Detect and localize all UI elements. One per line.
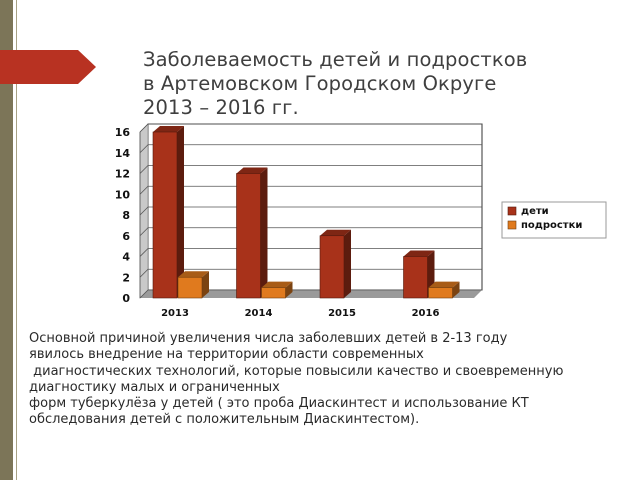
x-tick-label: 2016 (412, 308, 440, 319)
legend-label: дети (521, 206, 549, 217)
bar-side (452, 281, 460, 298)
left-accent-line (16, 0, 17, 480)
bar-top (236, 167, 268, 174)
legend-swatch (507, 220, 517, 230)
body-text-line: явилось внедрение на территории области … (29, 347, 424, 363)
bar (428, 287, 453, 299)
bar-chart: 0 2 4 6 8 10 12 14 16 2013 2014 2015 2016 дети подрост… (115, 123, 607, 319)
slide-title-line: 2013 – 2016 гг. (143, 96, 299, 119)
bar-top (320, 229, 351, 236)
bar (177, 276, 203, 299)
y-tick-label: 2 (122, 271, 130, 284)
y-gridline (139, 144, 482, 154)
bar (236, 173, 261, 299)
bar-top (153, 126, 184, 132)
bar-side (260, 167, 268, 298)
legend-swatch (507, 206, 517, 216)
y-tick-label: 10 (115, 188, 131, 201)
x-tick-label: 2014 (245, 308, 273, 319)
body-text: Основной причиной увеличения числа забол… (29, 331, 629, 429)
y-gridline (139, 248, 482, 257)
left-accent-bar (0, 0, 13, 480)
y-gridline (139, 123, 482, 133)
bar-top (403, 250, 435, 257)
y-gridline (139, 268, 482, 278)
y-gridline (139, 165, 482, 174)
slide-title-line: Заболеваемость детей и подростков (143, 48, 528, 71)
y-gridline (139, 185, 482, 195)
y-gridline (139, 206, 482, 216)
bar-top (428, 281, 460, 288)
y-tick-label: 0 (122, 292, 130, 305)
legend-label: подростки (521, 220, 582, 231)
slide-title: Заболеваемость детей и подростков в Арте… (143, 48, 613, 120)
body-text-line: диагностических технологий, которые повы… (29, 363, 564, 379)
bar-side (344, 229, 351, 298)
bar (319, 235, 345, 299)
y-tick-label: 6 (122, 230, 130, 243)
y-gridline (139, 289, 482, 299)
y-tick-label: 14 (115, 147, 131, 160)
slide-title-line: в Артемовском Городском Округе (143, 72, 497, 95)
y-tick-label: 4 (122, 251, 130, 264)
y-tick-label: 8 (122, 209, 130, 222)
bar-side (285, 281, 293, 298)
body-text-line: обследования детей с положительным Диаск… (29, 412, 420, 428)
bar-side (202, 271, 209, 298)
bar (152, 131, 178, 299)
bar-top (261, 281, 293, 288)
x-tick-label: 2015 (328, 308, 356, 319)
body-text-line: Основной причиной увеличения числа забол… (29, 331, 508, 346)
y-tick-label: 16 (115, 126, 131, 139)
title-arrow-decoration (0, 50, 96, 84)
y-tick-label: 12 (115, 168, 130, 181)
bar (403, 256, 428, 299)
y-gridline (139, 227, 482, 237)
x-tick-label: 2013 (161, 308, 189, 319)
bar-top (178, 271, 209, 278)
body-text-line: диагностику малых и ограниченных (29, 379, 280, 395)
legend-box (501, 201, 607, 239)
bar-side (177, 126, 184, 298)
chart-floor (140, 290, 482, 298)
bar (261, 287, 286, 299)
body-text-line: форм туберкулёза у детей ( это проба Диа… (29, 396, 529, 412)
